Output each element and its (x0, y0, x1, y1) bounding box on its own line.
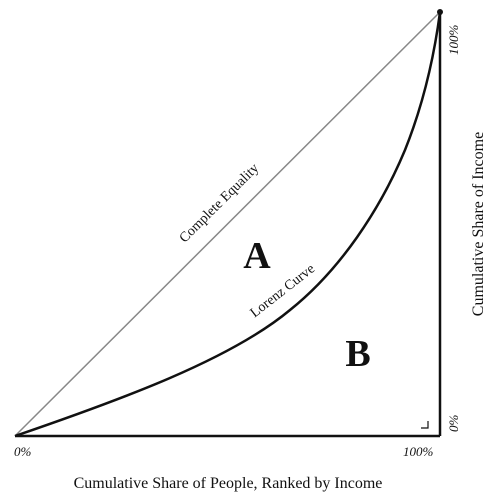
x-end-label: 100% (403, 444, 434, 459)
x-axis-title: Cumulative Share of People, Ranked by In… (74, 475, 383, 492)
area-a-label: A (243, 235, 271, 277)
equality-label: Complete Equality (177, 161, 262, 246)
lorenz-curve (14, 11, 442, 438)
end-point (437, 9, 443, 15)
right-angle-marker (421, 421, 429, 429)
y-end-label: 100% (446, 25, 461, 56)
area-b-label: B (345, 333, 370, 375)
equality-line (14, 11, 441, 437)
x-start-label: 0% (14, 444, 32, 459)
y-axis-title: Cumulative Share of Income (470, 132, 485, 316)
y-start-label: 0% (446, 415, 461, 433)
